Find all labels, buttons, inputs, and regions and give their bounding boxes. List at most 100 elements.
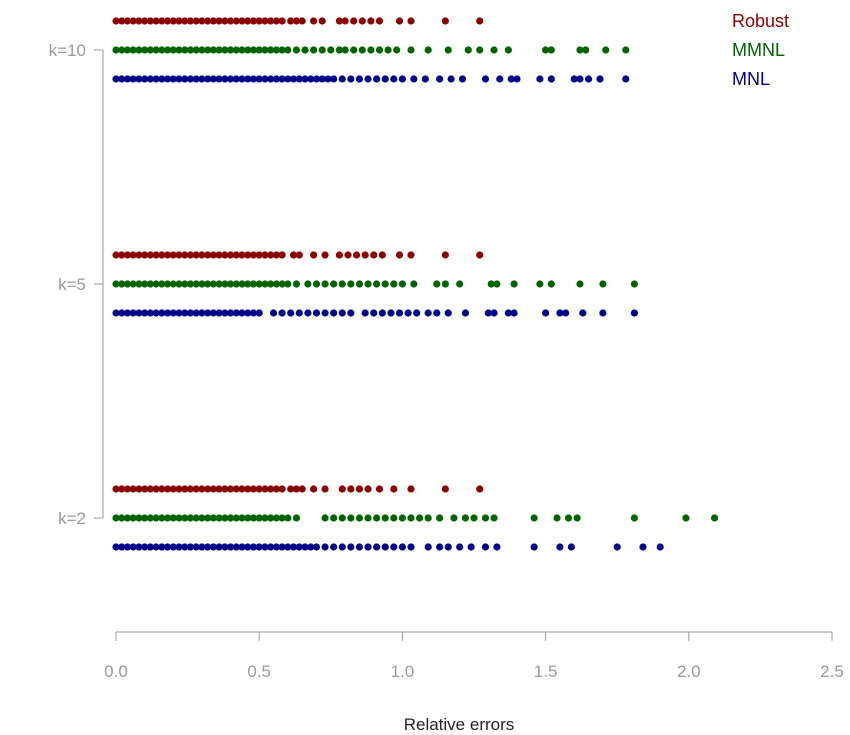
data-point [358, 46, 366, 54]
data-point [152, 251, 160, 259]
data-point [338, 75, 346, 83]
data-point [261, 280, 269, 288]
data-point [347, 485, 355, 493]
x-tick-label: 0.5 [247, 662, 271, 681]
data-point [169, 543, 177, 551]
data-point [181, 46, 189, 54]
data-point [152, 514, 160, 522]
data-point [335, 251, 343, 259]
data-point [123, 514, 132, 522]
data-point [310, 17, 318, 25]
data-point [321, 280, 329, 288]
axes: 0.0 0.5 1.0 1.5 2.0 2.5 k=2 k=5 k=10 [49, 41, 844, 681]
data-point [244, 309, 252, 317]
data-point [390, 280, 398, 288]
data-point [267, 485, 275, 493]
data-point [129, 251, 137, 259]
data-point [158, 251, 166, 259]
data-point [181, 309, 189, 317]
data-point [461, 309, 470, 317]
data-point [209, 75, 217, 83]
data-point [367, 46, 375, 54]
data-point [324, 75, 332, 83]
data-point [215, 309, 223, 317]
data-point [255, 280, 263, 288]
data-point [321, 514, 329, 522]
data-point [321, 251, 329, 259]
data-point [255, 543, 263, 551]
data-point [547, 280, 555, 288]
data-point [209, 251, 217, 259]
data-point [490, 514, 498, 522]
data-point [470, 514, 478, 522]
data-point [321, 485, 329, 493]
data-point [192, 514, 200, 522]
data-point [192, 251, 200, 259]
data-point [175, 309, 183, 317]
data-point [284, 46, 292, 54]
data-point [141, 46, 149, 54]
data-point [301, 543, 309, 551]
data-point [158, 309, 166, 317]
data-point [284, 543, 292, 551]
data-point [181, 543, 189, 551]
data-point [186, 46, 195, 54]
data-point [630, 309, 638, 317]
data-point [175, 543, 183, 551]
data-point [567, 543, 575, 551]
data-point [278, 514, 286, 522]
data-point [496, 75, 504, 83]
data-point [112, 280, 120, 288]
data-point [215, 75, 223, 83]
data-point [129, 46, 137, 54]
data-point [447, 75, 455, 83]
data-point [129, 543, 137, 551]
data-point [141, 75, 149, 83]
data-point [364, 280, 372, 288]
data-point [278, 485, 286, 493]
data-point [513, 75, 521, 83]
data-point [123, 280, 132, 288]
data-point [476, 485, 484, 493]
data-point [298, 485, 306, 493]
legend-entry: MMNL [732, 40, 785, 60]
data-point [542, 46, 550, 54]
data-point [390, 485, 398, 493]
data-point [272, 46, 280, 54]
data-point [272, 251, 280, 259]
data-point [355, 485, 364, 493]
data-point [181, 280, 189, 288]
data-point [395, 251, 404, 259]
data-point [338, 514, 346, 522]
data-point [441, 251, 449, 259]
data-point [261, 485, 269, 493]
data-point [261, 251, 269, 259]
data-point [198, 17, 206, 25]
data-point [146, 485, 154, 493]
data-point [129, 280, 137, 288]
data-point [456, 280, 464, 288]
data-point [573, 514, 581, 522]
data-point [295, 251, 303, 259]
data-point [267, 75, 275, 83]
data-point [146, 251, 154, 259]
data-point [390, 514, 398, 522]
data-point [381, 280, 389, 288]
data-point [226, 485, 235, 493]
data-point [355, 75, 364, 83]
data-point [238, 251, 246, 259]
data-point [158, 46, 166, 54]
data-point [135, 17, 143, 25]
data-point [261, 543, 269, 551]
data-point [347, 309, 355, 317]
data-point [576, 46, 584, 54]
data-point [278, 280, 286, 288]
data-point [198, 543, 206, 551]
data-point [456, 543, 464, 551]
data-point [310, 46, 318, 54]
data-point [112, 543, 120, 551]
data-point [596, 75, 604, 83]
data-point [602, 46, 610, 54]
data-point [289, 75, 298, 83]
